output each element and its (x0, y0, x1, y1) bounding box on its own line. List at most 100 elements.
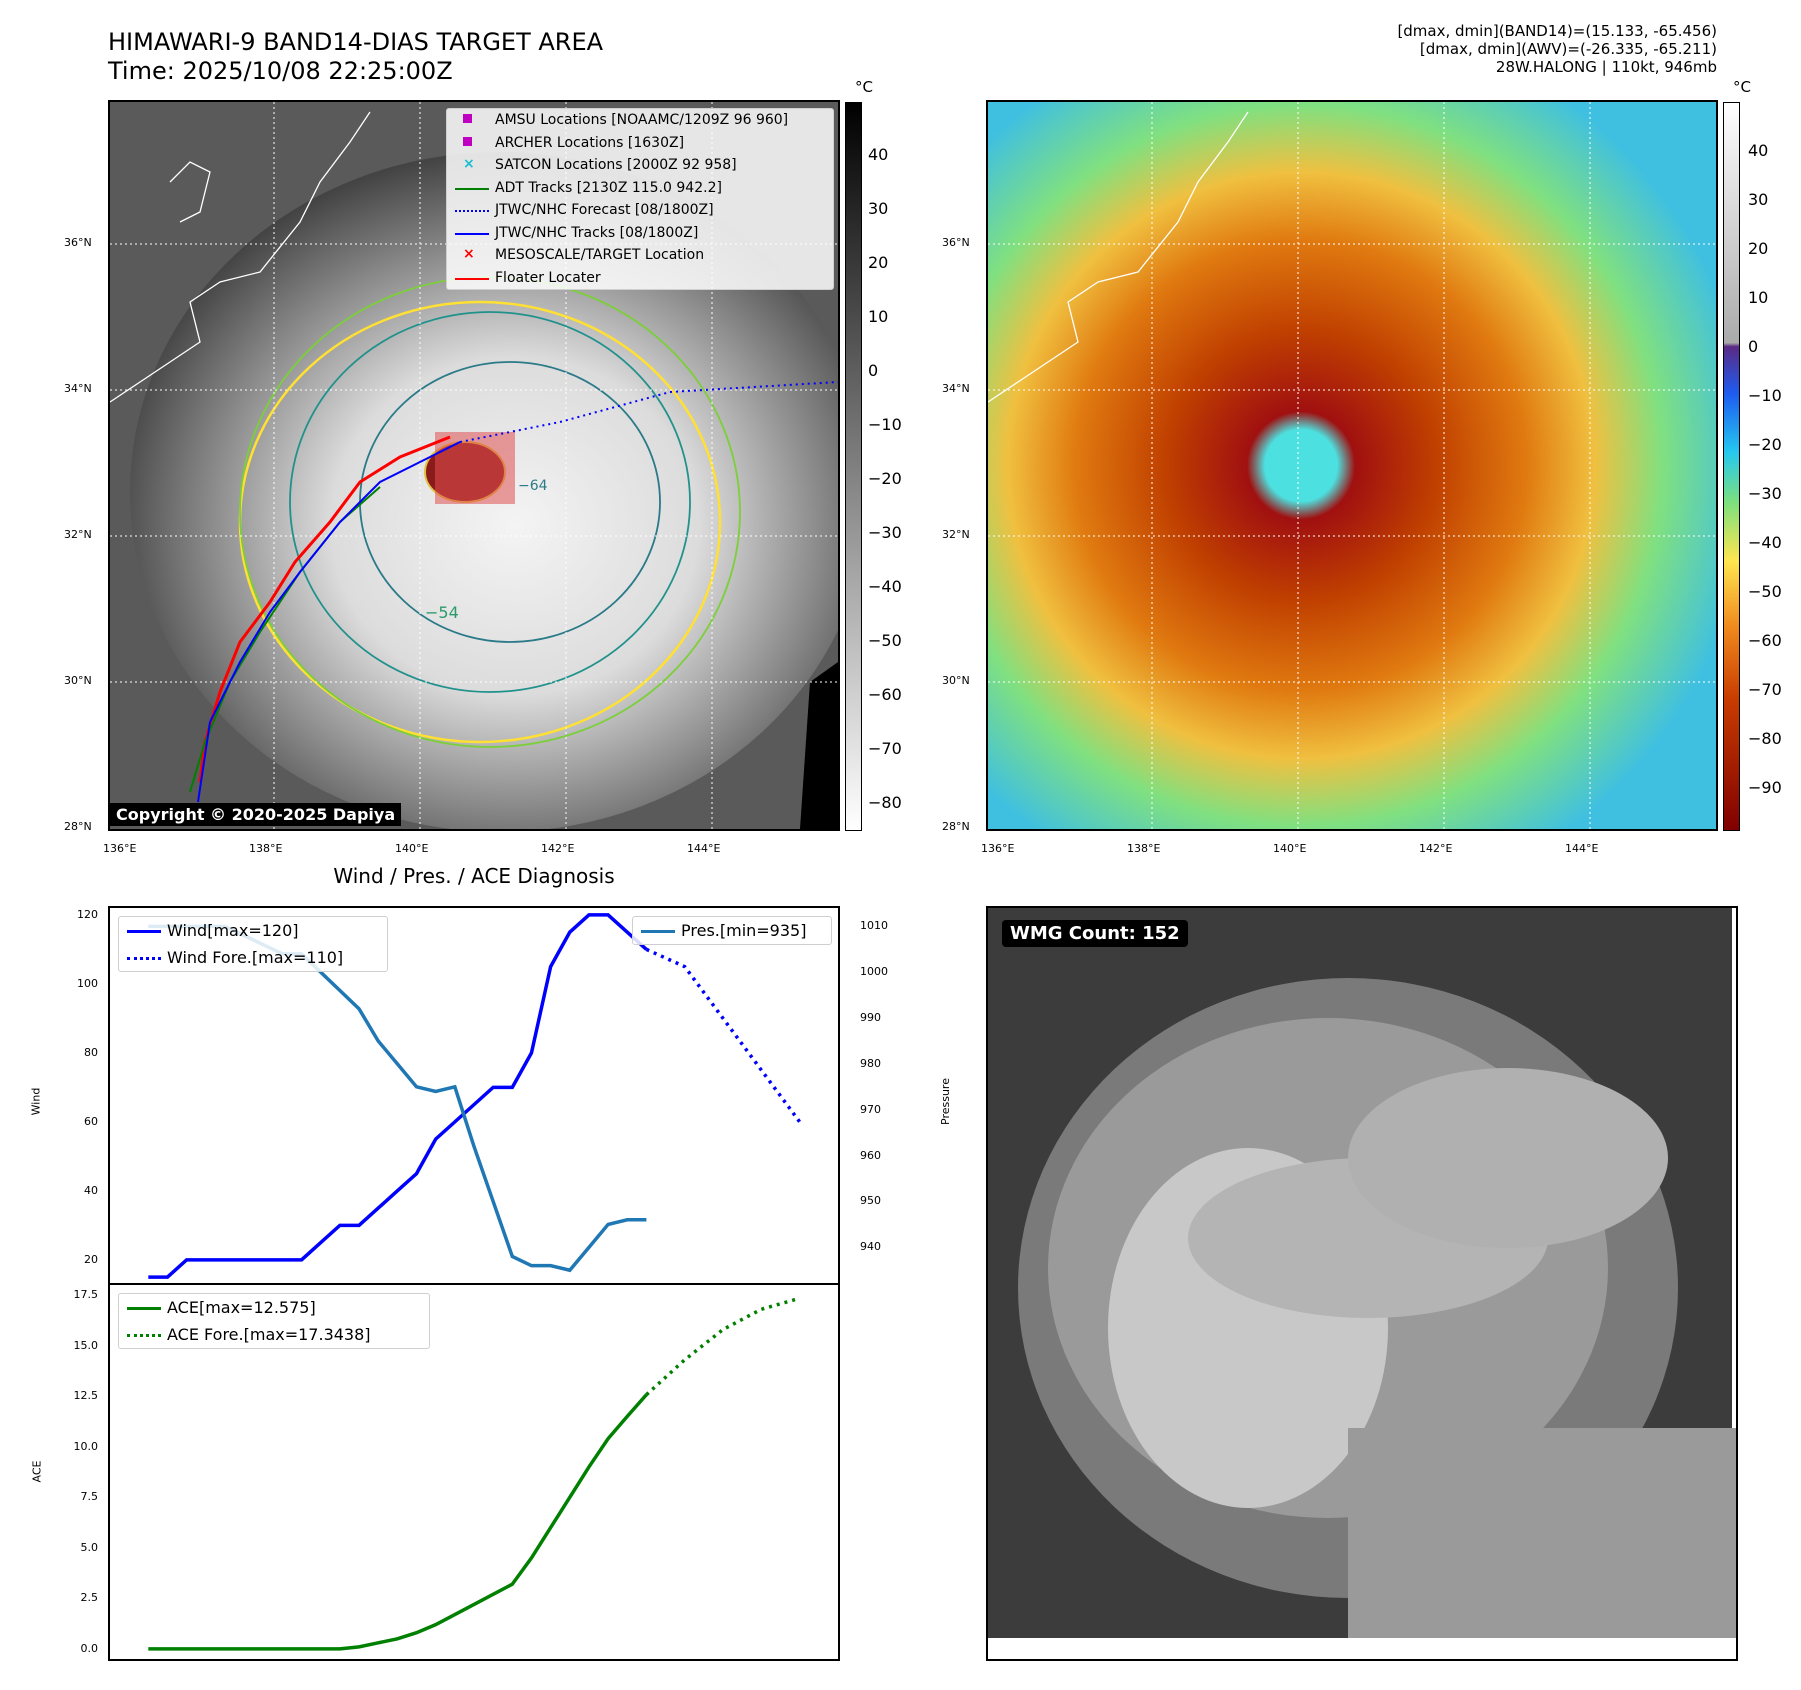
ace-legend: ACE[max=12.575] ACE Fore.[max=17.3438] (118, 1293, 430, 1349)
colorbar-tick-label: −50 (868, 631, 902, 650)
wind-forecast-line (645, 947, 802, 1123)
colorbar-unit: °C (855, 78, 873, 96)
wmg-count-badge: WMG Count: 152 (1002, 920, 1188, 947)
jtwc-track (197, 441, 461, 803)
lat-label: 36°N (942, 236, 970, 249)
axis-tick-label: 7.5 (80, 1490, 99, 1504)
legend-item-ace-fore: ACE Fore.[max=17.3438] (119, 1321, 429, 1348)
info-line-3: 28W.HALONG | 110kt, 946mb (1495, 58, 1717, 76)
map-gridlines (988, 102, 1716, 829)
axis-tick-label: 5.0 (80, 1540, 99, 1554)
wind-legend: Wind[max=120] Wind Fore.[max=110] (118, 916, 388, 972)
colorbar-tick-label: −80 (868, 793, 902, 812)
colorbar-tick-label: −10 (1748, 386, 1782, 405)
colorbar-tick-label: −40 (868, 577, 902, 596)
lat-label: 34°N (64, 382, 92, 395)
colorbar-tick-label: 10 (1748, 288, 1769, 307)
square-marker-icon (463, 136, 472, 146)
colorbar-awv (1723, 102, 1740, 831)
axis-tick-label: 990 (860, 1011, 881, 1025)
axis-tick-label: 1000 (860, 965, 888, 979)
axis-tick-label: 950 (860, 1194, 881, 1208)
colorbar-tick-label: 40 (868, 145, 889, 164)
line-swatch-icon (455, 277, 489, 280)
lon-label: 144°E (1565, 842, 1599, 855)
legend-item-amsu: AMSU Locations [NOAAMC/1209Z 96 960] (447, 109, 833, 132)
lon-label: 138°E (1127, 842, 1161, 855)
axis-tick-label: 970 (860, 1102, 881, 1116)
colorbar-tick-label: −70 (1748, 680, 1782, 699)
colorbar-tick-label: 10 (868, 307, 889, 326)
info-line-1: [dmax, dmin](BAND14)=(15.133, -65.456) (1397, 22, 1717, 40)
awv-map-panel (986, 100, 1718, 831)
line-swatch-icon (641, 930, 675, 933)
colorbar-tick-label: −70 (868, 739, 902, 758)
wind-pres-panel: Wind[max=120] Wind Fore.[max=110] Pres.[… (108, 906, 840, 1284)
x-marker-icon: × (463, 156, 475, 172)
colorbar-gray (845, 102, 862, 831)
legend-item-mesoscale: × MESOSCALE/TARGET Location (463, 246, 705, 263)
lon-label: 142°E (1419, 842, 1453, 855)
line-swatch-icon (455, 187, 489, 190)
ace-forecast-line (645, 1296, 801, 1396)
title-line-1: HIMAWARI-9 BAND14-DIAS TARGET AREA (108, 28, 604, 56)
wind-ylabel: Wind (29, 1087, 43, 1116)
legend-item-adt: ADT Tracks [2130Z 115.0 942.2] (447, 177, 833, 200)
axis-tick-label: 100 (77, 976, 98, 990)
axis-tick-label: 120 (77, 907, 98, 921)
dotted-swatch-icon (127, 957, 161, 960)
axis-tick-label: 10.0 (73, 1439, 99, 1453)
legend-item-wind-fore: Wind Fore.[max=110] (119, 944, 387, 971)
colorbar-tick-label: −30 (1748, 484, 1782, 503)
wmg-panel: WMG Count: 152 (986, 906, 1738, 1661)
diag-title: Wind / Pres. / ACE Diagnosis (333, 864, 615, 888)
wind-line (148, 913, 648, 1279)
dotted-swatch-icon (127, 1334, 161, 1337)
legend-item-tracks: JTWC/NHC Tracks [08/1800Z] (447, 222, 833, 245)
x-marker-icon: × (463, 246, 475, 262)
line-swatch-icon (127, 1307, 161, 1310)
colorbar-tick-label: −10 (868, 415, 902, 434)
lat-label: 32°N (64, 528, 92, 541)
lat-label: 28°N (64, 820, 92, 833)
lat-label: 36°N (64, 236, 92, 249)
lon-label: 140°E (395, 842, 429, 855)
colorbar-tick-label: 20 (868, 253, 889, 272)
ace-plot (148, 1296, 801, 1651)
square-marker-icon (463, 114, 472, 123)
pres-ylabel: Pressure (938, 1078, 952, 1125)
colorbar-tick-label: 30 (1748, 190, 1769, 209)
axis-tick-label: 1010 (860, 919, 888, 933)
axis-tick-label: 940 (860, 1240, 881, 1254)
colorbar-tick-label: 0 (868, 361, 879, 380)
map-legend: AMSU Locations [NOAAMC/1209Z 96 960] ARC… (446, 108, 834, 290)
ir-map-panel: −54 −64 AMSU Locations [NOAAMC/1209Z 96 … (108, 100, 840, 831)
colorbar-tick-label: 20 (1748, 239, 1769, 258)
axis-tick-label: 2.5 (80, 1591, 99, 1605)
pressure-line (148, 924, 647, 1273)
colorbar-tick-label: −60 (1748, 631, 1782, 650)
colorbar-tick-label: 0 (1748, 337, 1759, 356)
contour-label-64: −64 (518, 478, 548, 494)
legend-item-pres: Pres.[min=935] (633, 917, 831, 944)
lon-label: 144°E (687, 842, 721, 855)
legend-item-archer: ARCHER Locations [1630Z] (447, 132, 833, 155)
colorbar-tick-label: 30 (868, 199, 889, 218)
title-line-2: Time: 2025/10/08 22:25:00Z (108, 57, 453, 85)
colorbar-tick-label: −80 (1748, 729, 1782, 748)
axis-tick-label: 960 (860, 1148, 881, 1162)
colorbar-tick-label: −50 (1748, 582, 1782, 601)
line-dot-swatch-icon (455, 232, 489, 235)
legend-item-satcon: × SATCON Locations [2000Z 92 958] (463, 156, 737, 173)
ace-line (148, 1393, 648, 1651)
colorbar-tick-label: −90 (1748, 778, 1782, 797)
copyright-label: Copyright © 2020-2025 Dapiya (110, 803, 402, 826)
lat-label: 28°N (942, 820, 970, 833)
pres-legend: Pres.[min=935] (632, 916, 832, 945)
lon-label: 142°E (541, 842, 575, 855)
axis-tick-label: 17.5 (73, 1288, 99, 1302)
axis-tick-label: 20 (84, 1252, 98, 1266)
lon-label: 136°E (103, 842, 137, 855)
storm-info: [dmax, dmin](BAND14)=(15.133, -65.456) [… (1397, 22, 1717, 76)
wmg-grid (988, 908, 1736, 1659)
